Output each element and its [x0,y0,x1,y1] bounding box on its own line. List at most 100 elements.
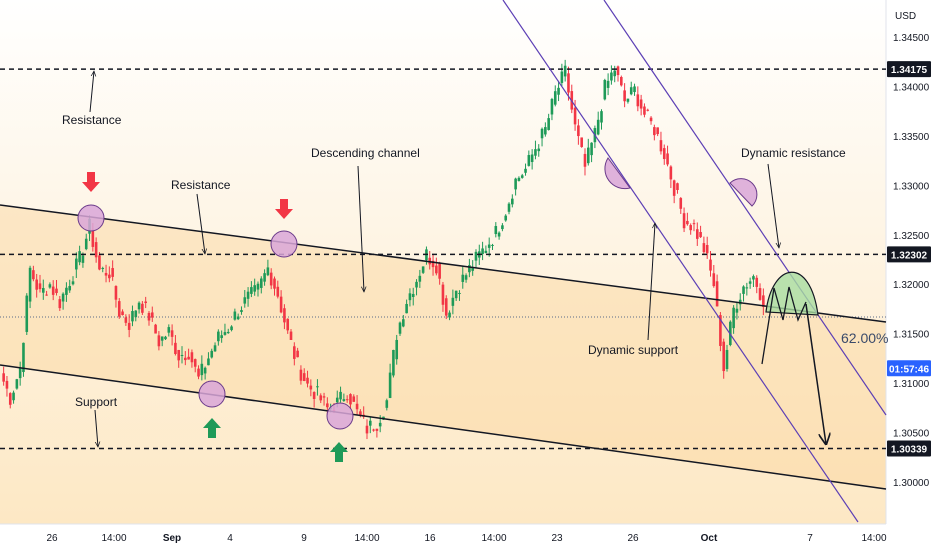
y-tick-label: 1.34000 [893,82,930,93]
red-arrow-icon [82,172,100,192]
candle-body [240,310,243,312]
candle-body [127,322,131,330]
candle-body [709,259,712,271]
candle-body [418,275,422,282]
candle-body [65,287,68,295]
candle-body [715,281,719,307]
y-tick-label: 1.34500 [893,33,930,44]
candle-body [286,318,290,331]
candle-body [167,327,171,333]
candle-body [269,272,273,286]
candle-body [68,286,72,291]
touch-circle [270,230,298,258]
candle-body [669,166,673,180]
candle-body [316,386,319,388]
candle-body [306,377,309,384]
candle-body [705,244,709,254]
candle-body [213,345,217,352]
candle-body [679,198,683,209]
candle-body [435,265,438,274]
candle-body [464,275,468,280]
candle-body [355,403,359,410]
candle-body [659,140,663,152]
candle-body [164,336,167,340]
price-level-badge-label: 1.34175 [891,65,928,76]
dynamic-resistance-line [603,0,887,416]
y-tick-label: 1.33500 [893,132,930,143]
candle-body [461,274,465,282]
candle-body [220,335,223,339]
candle-body [732,307,735,329]
candle-body [755,277,759,287]
candle-body [643,106,646,115]
candle-body [471,267,474,271]
candle-body [375,428,379,431]
candle-body [699,231,702,238]
candle-body [454,290,458,299]
candle-body [48,284,52,288]
candle-body [563,65,567,77]
candle-body [402,319,405,327]
candle-body [524,168,527,173]
candle-body [613,70,617,77]
candle-body [491,244,494,246]
price-level-badge [887,61,931,78]
candle-body [560,71,564,83]
candle-body [18,368,22,379]
candle-body [686,220,689,225]
candle-body [676,183,679,191]
candle-body [342,399,346,402]
projection-zigzag [761,286,807,365]
candle-body [41,288,45,293]
candle-body [170,330,174,337]
candle-body [35,279,38,290]
current-price-badge [887,360,931,377]
annotation-pointers [89,71,779,447]
candle-body [603,80,607,100]
candle-body [299,369,303,381]
candle-body [193,359,197,367]
candle-body [725,349,729,370]
candle-body [544,127,547,135]
candle-body [540,128,544,139]
y-tick-label: 1.32000 [893,280,930,291]
green-arrow-icon [203,418,221,438]
candle-body [81,255,85,263]
candle-body [557,87,560,95]
channel-lower-line [0,364,887,490]
candle-body [527,155,531,166]
candle-body [451,297,455,306]
candle-body [75,258,78,270]
candle-body [22,342,25,373]
candle-body [124,317,128,323]
candle-body [583,153,587,167]
candle-body [497,232,501,237]
candle-body [762,295,765,307]
candle-body [639,99,643,109]
candle-body [293,346,296,359]
projection-arrow [805,303,826,444]
candle-body [636,94,640,107]
candle-body [702,243,706,253]
candle-body [474,251,478,261]
candle-body [253,285,256,292]
candle-body [58,299,62,309]
candle-body [276,286,280,297]
candle-body [666,153,669,165]
candle-body [150,312,154,318]
candle-body [144,301,147,304]
candle-body [719,315,722,346]
candle-body [197,368,200,377]
candle-body [448,312,451,318]
time-axis [0,524,886,550]
descending-channel-band [0,205,886,489]
candle-body [256,283,260,290]
candle-body [217,331,220,342]
candle-body [5,380,9,389]
candle-body [411,293,415,298]
candle-body [580,137,583,147]
candle-body [629,87,633,95]
price-badges: 1.34175 1.32302 1.30339 01:57:46 [887,61,931,457]
candle-body [154,324,157,334]
